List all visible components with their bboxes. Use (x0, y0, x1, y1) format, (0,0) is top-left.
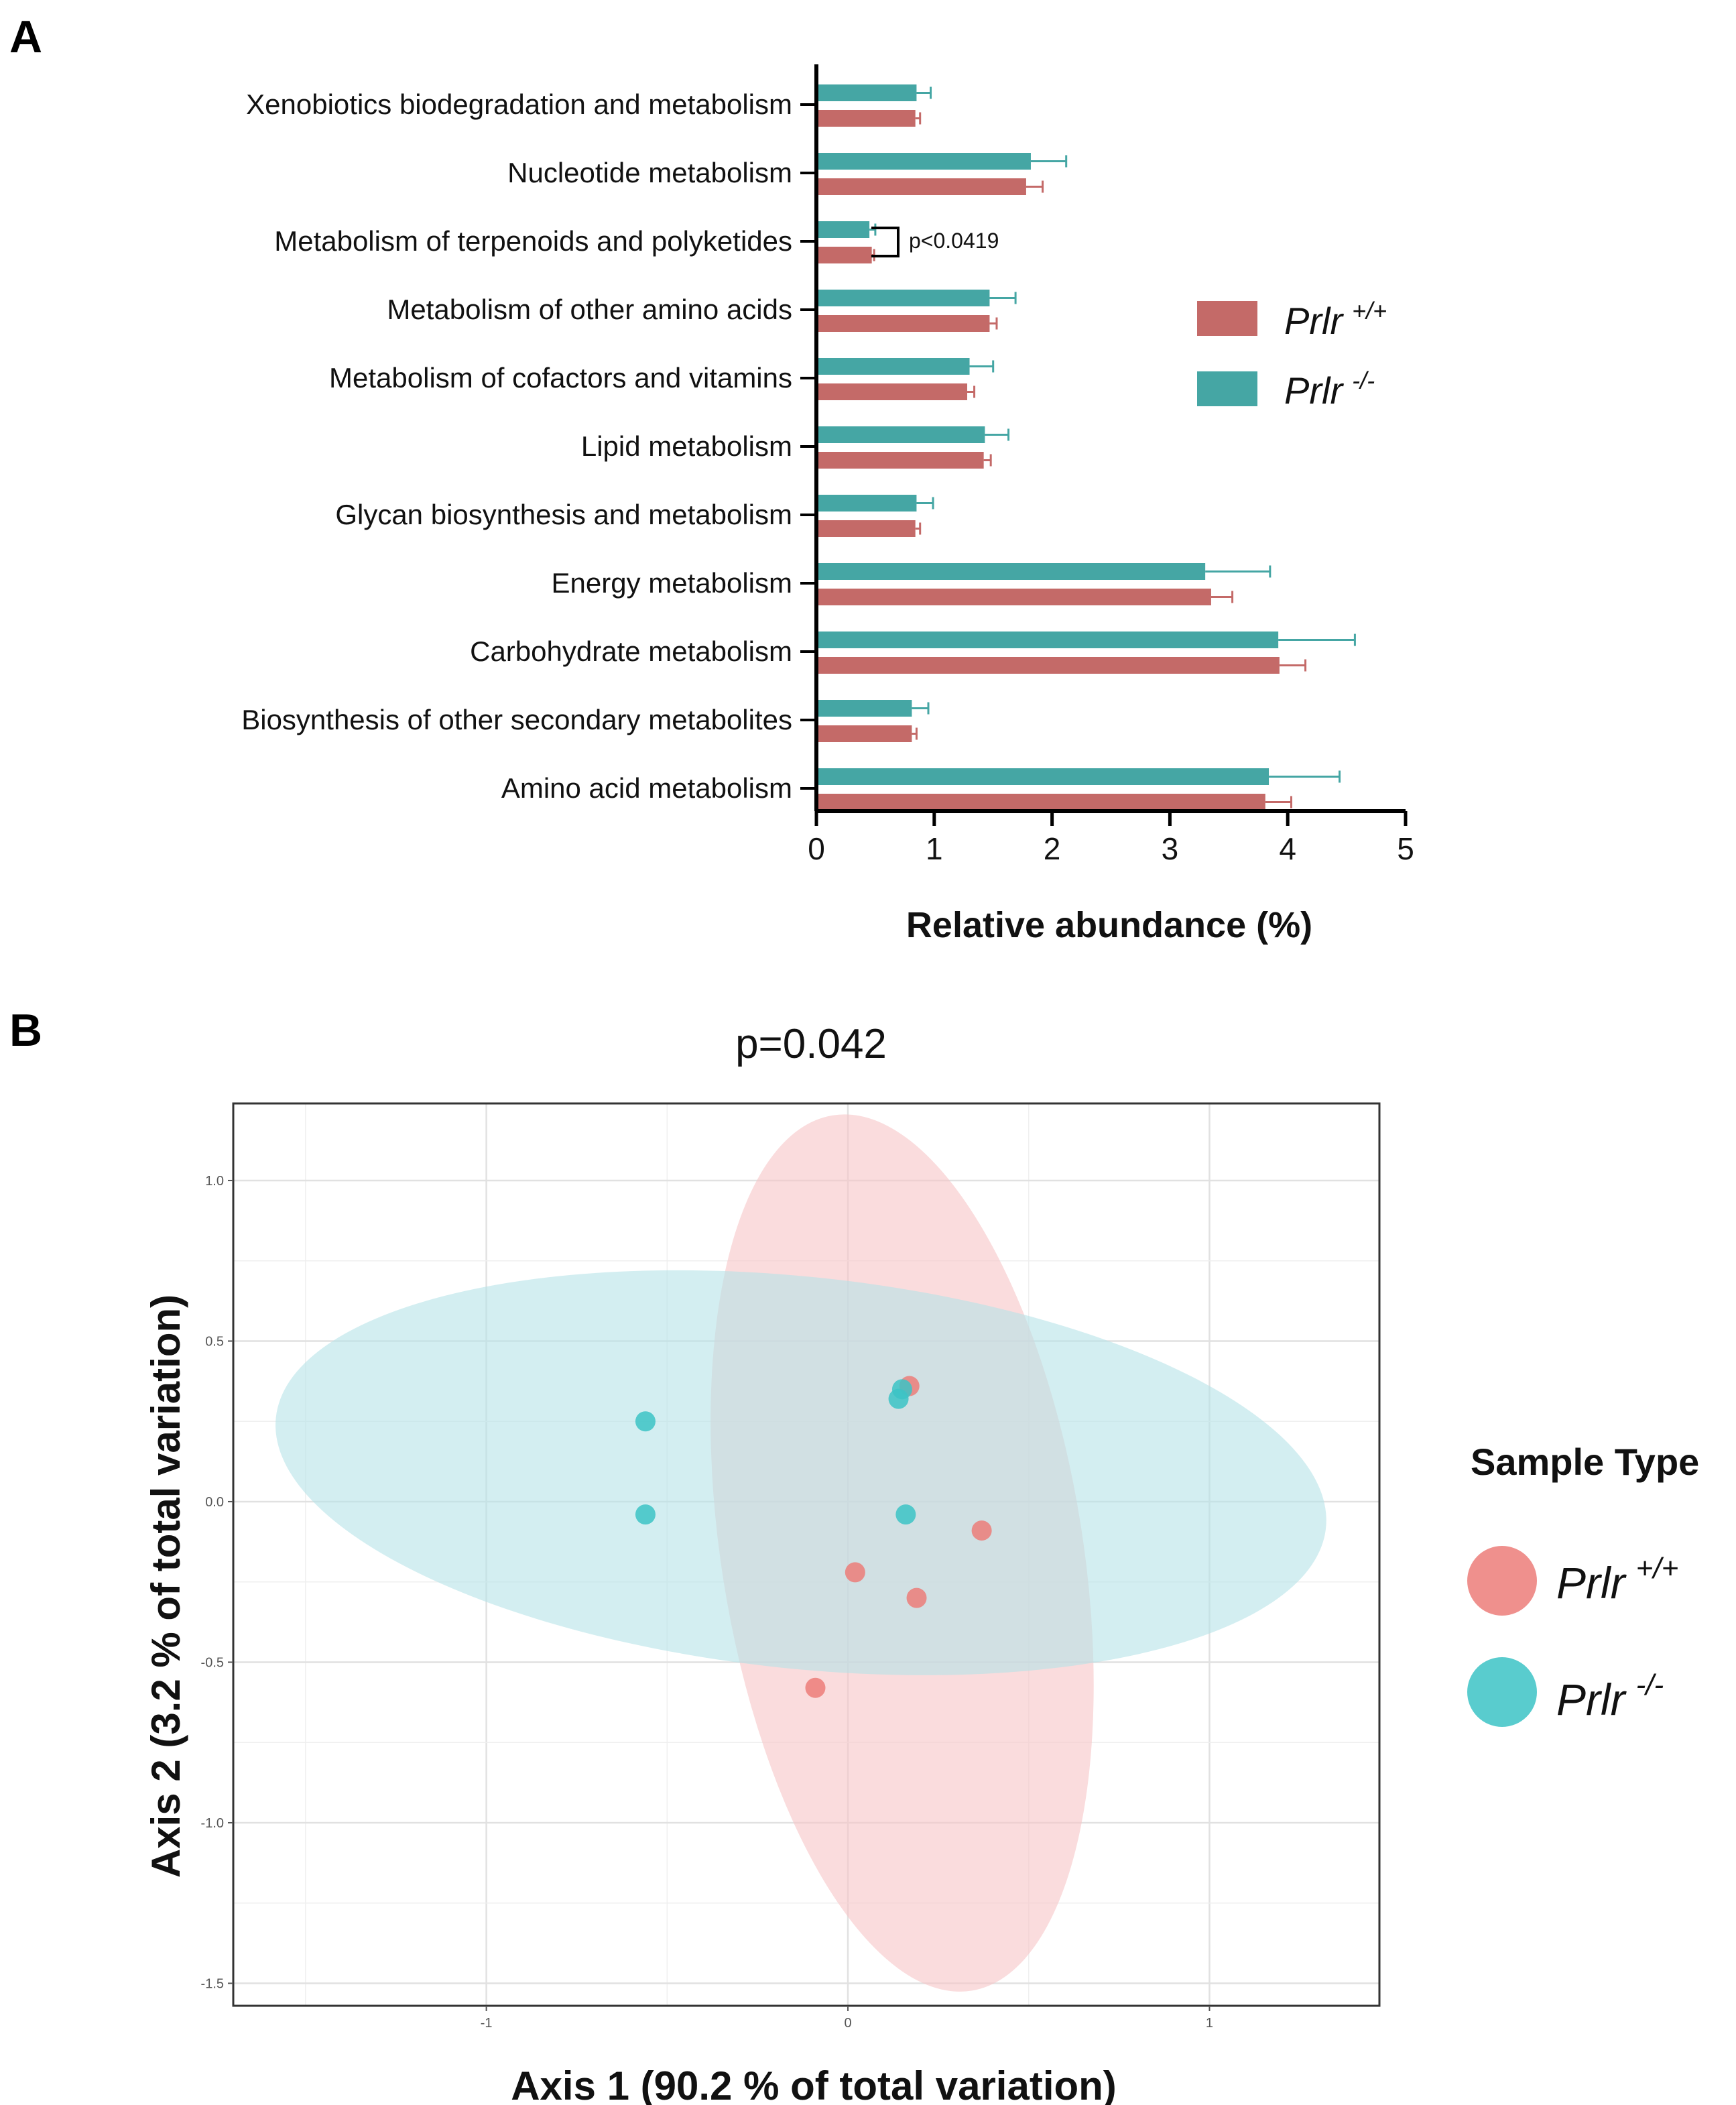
bar-prlr-metabolism-of-cofactors-and-vitamins (816, 358, 970, 375)
legend-label-prlr-ko-sup: -/- (1352, 367, 1375, 394)
scatter-legend-label-prlr-ko: Prlr -/- (1556, 1669, 1664, 1724)
point-prlr-3 (635, 1504, 656, 1525)
bar-chart-x-axis-title: Relative abundance (%) (906, 905, 1312, 945)
bar-prlr-biosynthesis-of-other-secondary-metabolites (816, 725, 912, 742)
scatter-legend: Sample Type Prlr +/+ Prlr -/- (1467, 1441, 1699, 1727)
bar-prlr-glycan-biosynthesis-and-metabolism (816, 495, 917, 512)
y-tick-label-0-5: 0.5 (205, 1334, 224, 1349)
confidence-ellipse-prlr (275, 1270, 1326, 1675)
point-prlr-1 (888, 1388, 909, 1409)
category-label-amino-acid-metabolism: Amino acid metabolism (501, 772, 792, 804)
pcoa-plot: 1.0 0.5 0.0 -0.5 -1.0 -1.5 -1 0 1 (201, 1102, 1381, 2031)
bar-prlr-carbohydrate-metabolism (816, 632, 1279, 648)
bar-chart-legend: Prlr +/+ Prlr -/- (1197, 297, 1387, 412)
bar-prlr-amino-acid-metabolism (816, 794, 1265, 810)
bar-prlr-nucleotide-metabolism (816, 178, 1026, 195)
category-label-carbohydrate-metabolism: Carbohydrate metabolism (470, 636, 792, 667)
bar-chart-plot: Xenobiotics biodegradation and metabolis… (241, 84, 1356, 810)
scatter-legend-label-prlr-ko-sup: -/- (1636, 1669, 1664, 1701)
bar-chart-axes: 0 1 2 3 4 5 (800, 64, 1414, 866)
bar-prlr-metabolism-of-terpenoids-and-polyketides (816, 247, 872, 263)
bar-prlr-lipid-metabolism (816, 452, 984, 469)
category-label-metabolism-of-cofactors-and-vitamins: Metabolism of cofactors and vitamins (329, 362, 792, 394)
x-tick-label-1: 1 (926, 831, 943, 866)
point-prlr-2 (635, 1411, 656, 1432)
legend-label-prlr-ko-name: Prlr (1284, 369, 1344, 412)
bar-prlr-metabolism-of-terpenoids-and-polyketides (816, 221, 870, 238)
bar-prlr-biosynthesis-of-other-secondary-metabolites (816, 700, 912, 717)
bar-prlr-metabolism-of-other-amino-acids (816, 290, 990, 306)
bar-prlr-glycan-biosynthesis-and-metabolism (816, 520, 916, 537)
legend-label-prlr-wt-name: Prlr (1284, 300, 1344, 342)
y-tick-label-1-5: -1.5 (201, 1976, 224, 1991)
category-label-glycan-biosynthesis-and-metabolism: Glycan biosynthesis and metabolism (335, 499, 792, 530)
scatter-legend-label-prlr-wt-sup: +/+ (1636, 1552, 1679, 1585)
y-tick-label-1: 1.0 (205, 1174, 224, 1189)
x-tick-label-3: 3 (1162, 831, 1179, 866)
plot-border (232, 1102, 1381, 2007)
bar-prlr-energy-metabolism (816, 563, 1206, 580)
scatter-x-axis-title: Axis 1 (90.2 % of total variation) (511, 2063, 1117, 2105)
bar-prlr-lipid-metabolism (816, 426, 985, 443)
bar-prlr-xenobiotics-biodegradation-and-metabolism (816, 110, 916, 127)
panel-a-letter: A (9, 11, 42, 62)
category-label-energy-metabolism: Energy metabolism (552, 567, 792, 599)
y-tick-label-0-5: -0.5 (201, 1655, 224, 1670)
bar-prlr-metabolism-of-cofactors-and-vitamins (816, 383, 968, 400)
point-prlr-1 (971, 1520, 992, 1541)
scatter-legend-key-prlr-wt (1467, 1546, 1537, 1616)
panel-b-letter: B (9, 1005, 42, 1056)
x-tick-label-0: 0 (808, 831, 825, 866)
bar-prlr-metabolism-of-other-amino-acids (816, 315, 990, 332)
panel-b: B p=0.042 1.0 0.5 0.0 -0.5 -1.0 -1.5 -1 0 1 Axis… (9, 1005, 1699, 2105)
point-prlr-2 (845, 1562, 865, 1583)
scatter-title: p=0.042 (735, 1021, 887, 1067)
bar-prlr-xenobiotics-biodegradation-and-metabolism (816, 84, 917, 101)
scatter-legend-label-prlr-wt: Prlr +/+ (1556, 1552, 1678, 1608)
x-tick-label-4: 4 (1279, 831, 1296, 866)
bar-prlr-energy-metabolism (816, 589, 1211, 605)
x-tick-label-1: -1 (481, 2016, 493, 2031)
scatter-legend-label-prlr-ko-name: Prlr (1556, 1675, 1627, 1724)
y-tick-label-1: -1.0 (201, 1816, 224, 1831)
scatter-y-axis-title: Axis 2 (3.2 % of total variation) (143, 1295, 188, 1878)
point-prlr-4 (895, 1504, 916, 1525)
legend-swatch-prlr-ko (1197, 371, 1257, 406)
panel-a: A Xenobiotics biodegradation and metabol… (9, 11, 1414, 945)
bar-prlr-amino-acid-metabolism (816, 768, 1269, 785)
bar-prlr-nucleotide-metabolism (816, 153, 1031, 170)
category-label-xenobiotics-biodegradation-and-metabolism: Xenobiotics biodegradation and metabolis… (246, 88, 792, 120)
y-tick-label-0: 0.0 (205, 1495, 224, 1510)
scatter-legend-title: Sample Type (1471, 1441, 1699, 1483)
x-tick-label-2: 2 (1044, 831, 1061, 866)
legend-swatch-prlr-wt (1197, 301, 1257, 336)
point-prlr-3 (906, 1587, 927, 1608)
category-label-biosynthesis-of-other-secondary-metabolites: Biosynthesis of other secondary metaboli… (241, 704, 792, 735)
legend-label-prlr-wt: Prlr +/+ (1284, 297, 1387, 342)
category-label-lipid-metabolism: Lipid metabolism (581, 430, 792, 462)
scatter-legend-label-prlr-wt-name: Prlr (1556, 1558, 1627, 1608)
bar-prlr-carbohydrate-metabolism (816, 657, 1280, 674)
legend-label-prlr-wt-sup: +/+ (1352, 297, 1387, 324)
category-label-metabolism-of-other-amino-acids: Metabolism of other amino acids (387, 294, 792, 325)
category-label-nucleotide-metabolism: Nucleotide metabolism (507, 157, 792, 188)
significance-bracket (871, 227, 900, 257)
x-tick-label-1: 1 (1206, 2016, 1213, 2031)
category-label-metabolism-of-terpenoids-and-polyketides: Metabolism of terpenoids and polyketides (274, 225, 792, 257)
scatter-legend-key-prlr-ko (1467, 1657, 1537, 1727)
legend-label-prlr-ko: Prlr -/- (1284, 367, 1375, 412)
point-prlr-4 (805, 1677, 826, 1698)
significance-label: p<0.0419 (909, 229, 999, 253)
x-tick-label-0: 0 (844, 2016, 851, 2031)
x-tick-label-5: 5 (1397, 831, 1414, 866)
